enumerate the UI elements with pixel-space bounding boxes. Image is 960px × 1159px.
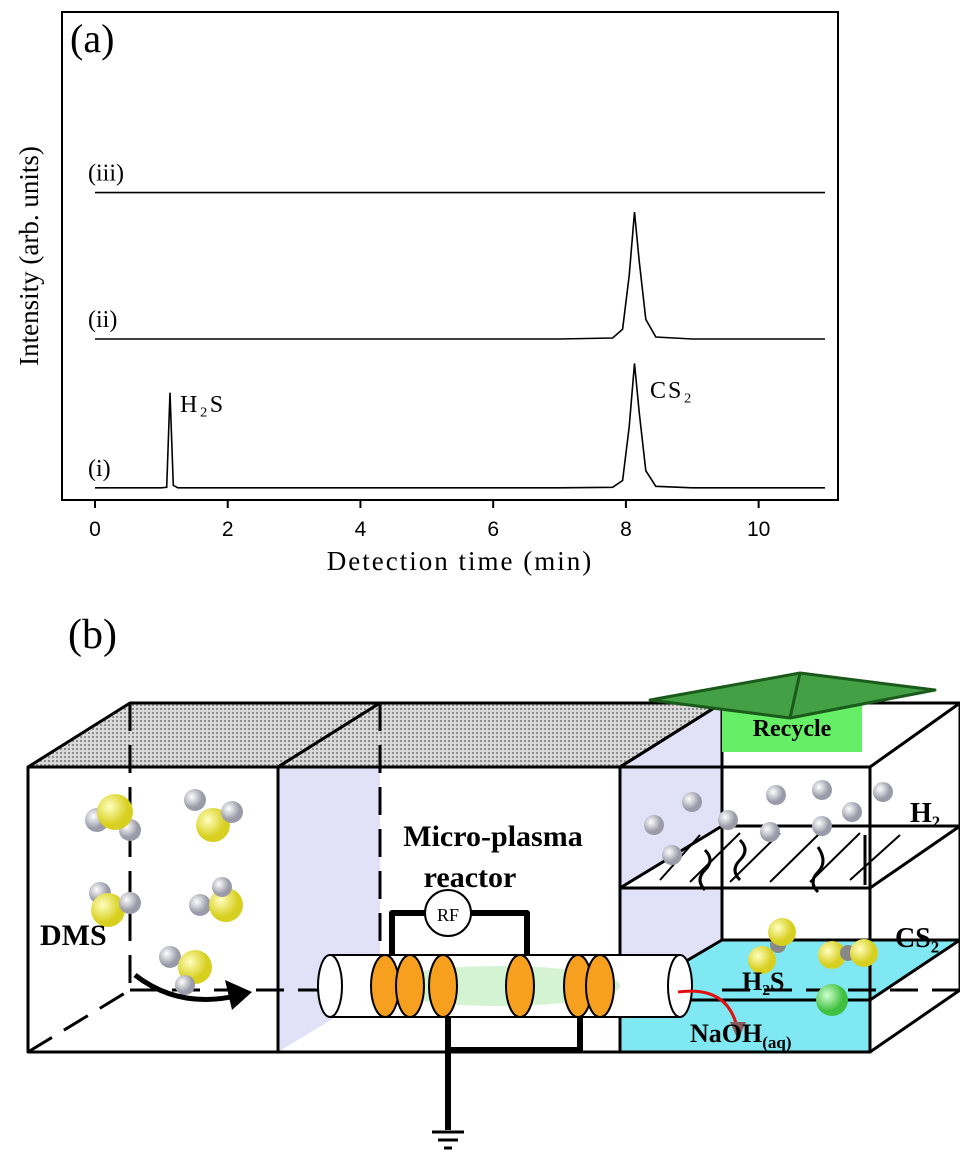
label: Micro-plasma <box>403 820 582 853</box>
label: NaOH <box>690 1019 762 1048</box>
rf-source <box>424 889 472 937</box>
molecules <box>85 780 893 1016</box>
panel-label: (b) <box>68 612 117 658</box>
x-tick-label: 0 <box>89 518 101 541</box>
annotation: H₂S <box>180 392 225 418</box>
label: RF <box>437 905 459 925</box>
line <box>95 212 825 340</box>
chart: (a) Detection time (min) Intensity (arb.… <box>14 11 839 576</box>
x-tick-label: 6 <box>487 518 499 541</box>
membrane <box>618 824 960 890</box>
label: Recycle <box>753 716 832 742</box>
x-tick-label: 8 <box>620 518 632 541</box>
label: CS₂ <box>895 923 939 954</box>
series-label: (ii) <box>88 307 117 333</box>
x-tick-label: 10 <box>747 518 770 541</box>
series-label: (i) <box>88 456 111 482</box>
flow-arrow <box>133 973 241 1002</box>
y-axis-label: Intensity (arb. units) <box>14 146 44 366</box>
label: reactor <box>424 861 517 894</box>
recycle-roof <box>648 671 937 720</box>
x-tick-label: 2 <box>222 518 234 541</box>
label: H₂S <box>742 967 784 996</box>
diagram: (b) <box>26 612 960 1150</box>
label: DMS <box>40 919 107 952</box>
plot-frame <box>61 11 839 501</box>
x-tick-label: 4 <box>355 518 367 541</box>
line <box>95 363 825 489</box>
label: H₂ <box>910 798 940 829</box>
x-axis-label: Detection time (min) <box>327 546 593 576</box>
annotation: CS₂ <box>650 378 694 404</box>
series-label: (iii) <box>88 161 124 187</box>
panel-label: (a) <box>70 16 114 61</box>
label: (aq) <box>762 1033 791 1052</box>
label: NaOH(aq) <box>690 1019 792 1052</box>
